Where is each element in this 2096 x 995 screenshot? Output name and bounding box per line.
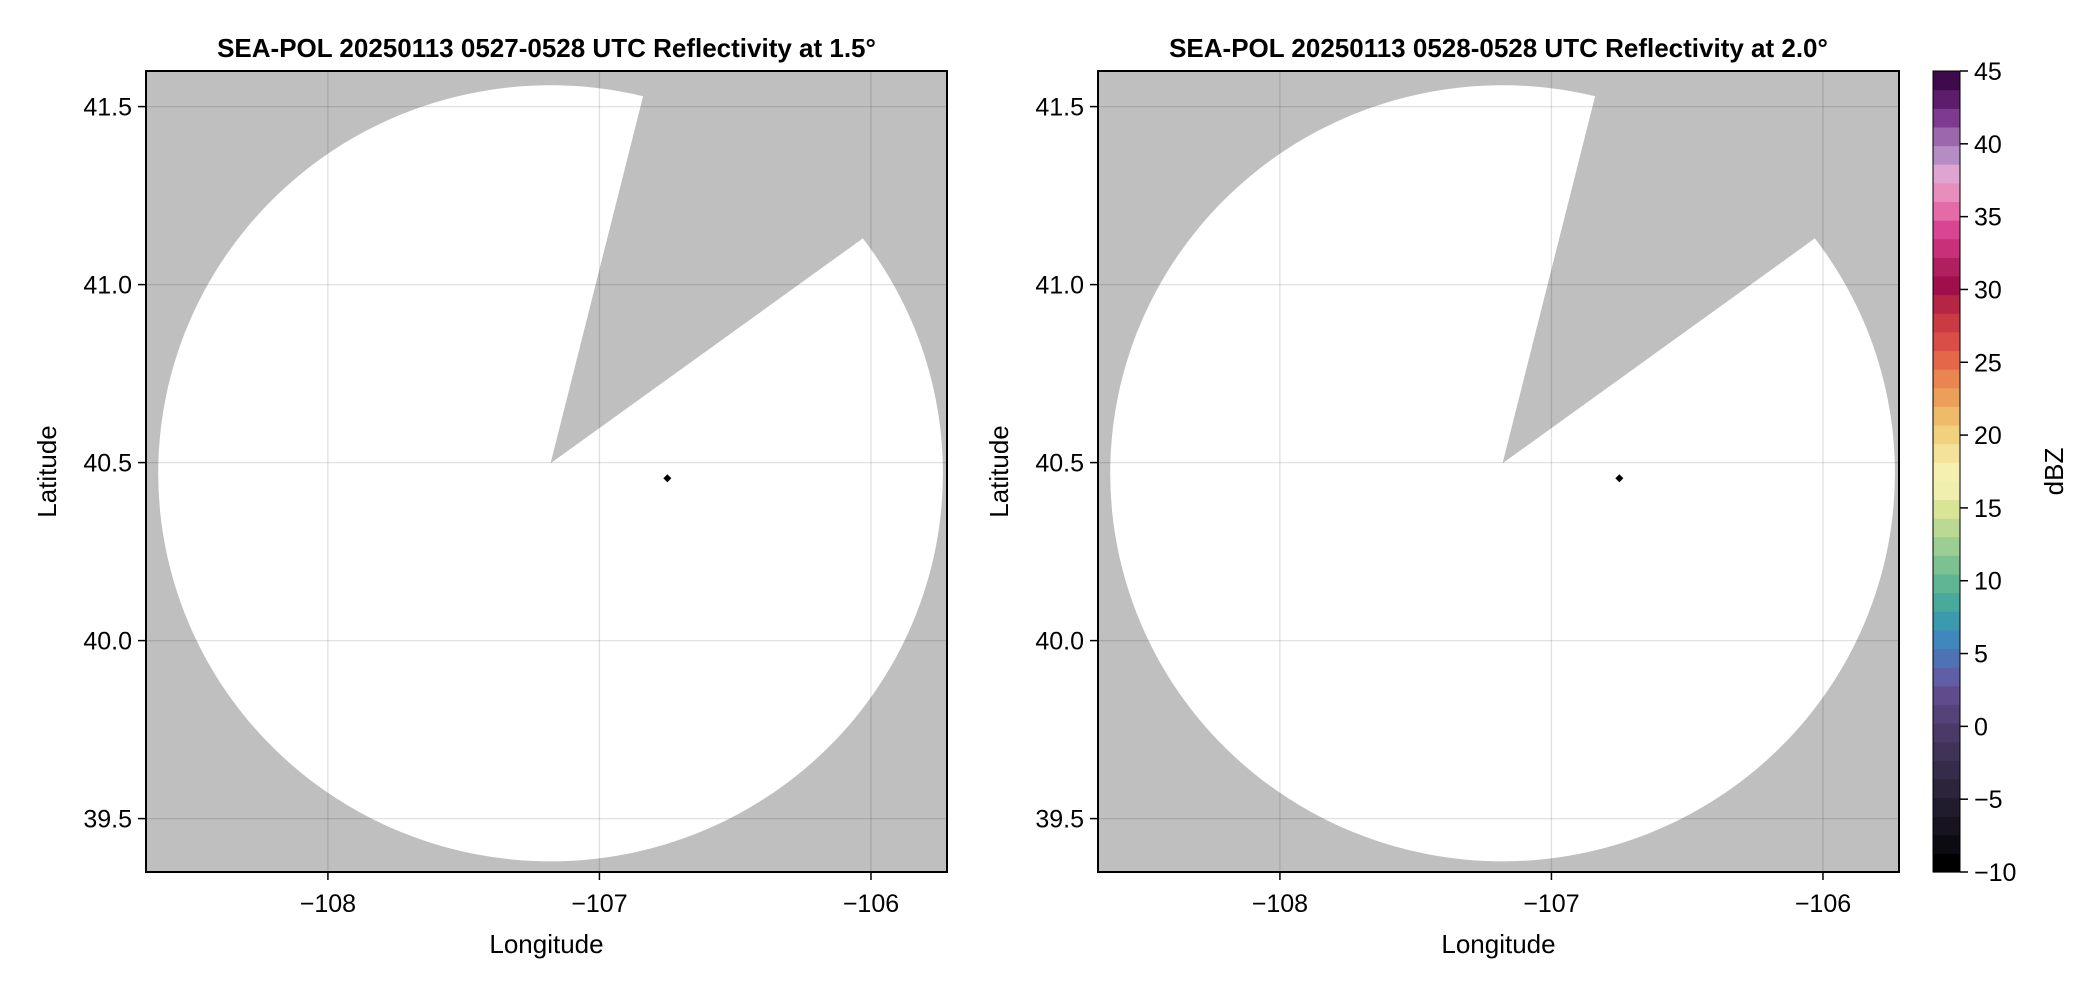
colorbar-segment [1933,238,1960,258]
colorbar-segment [1933,722,1960,743]
colorbar-segment [1933,592,1960,612]
colorbar-frame [1932,70,1961,873]
x-tick-label: −106 [843,890,899,918]
colorbar-segment [1933,555,1960,575]
y-tick-label: 40.5 [83,450,132,478]
colorbar-label: dBZ [2039,448,2069,496]
colorbar-tick-label: 10 [1974,568,2002,596]
x-tick-label: −107 [571,890,627,918]
y-tick-label: 41.5 [1035,94,1084,122]
x-axis-label: Longitude [489,929,603,959]
radar-location-marker [663,474,672,483]
colorbar-segment [1933,741,1960,761]
colorbar-segment [1933,387,1960,407]
colorbar-segment [1933,611,1960,631]
y-tick-label: 41.0 [1035,272,1084,300]
colorbar-segment [1933,257,1960,277]
colorbar-tick-label: 25 [1974,349,2002,377]
colorbar-segment [1933,313,1960,333]
colorbar-segment [1933,480,1960,501]
y-tick-label: 40.0 [83,628,132,656]
chart-title: SEA-POL 20250113 0528-0528 UTC Reflectiv… [1169,33,1828,63]
colorbar-segment [1933,834,1960,854]
colorbar-segment [1933,648,1960,668]
colorbar-segment [1933,126,1960,147]
colorbar-tick-label: 35 [1974,204,2002,232]
chart-title: SEA-POL 20250113 0527-0528 UTC Reflectiv… [217,33,876,63]
colorbar-segment [1933,201,1960,221]
colorbar-segment [1933,71,1960,91]
y-axis-label: Latitude [984,425,1014,518]
axes-frame [145,70,948,873]
map-panel-1: −108 −107 −106 39.5 40.0 40.5 41.0 41.5 SEA-POL … [32,33,948,959]
colorbar-segment [1933,294,1960,314]
colorbar-segment [1933,164,1960,184]
y-tick-label: 40.5 [1035,450,1084,478]
colorbar-tick-label: 45 [1974,58,2002,86]
y-tick-label: 41.5 [83,94,132,122]
colorbar-segment [1933,816,1960,836]
blocked-sector [1502,71,1899,464]
y-tick-label: 41.0 [83,272,132,300]
colorbar-tick-label: −10 [1974,859,2016,887]
colorbar-tick-label: −5 [1974,786,2003,814]
colorbar-tick-label: 15 [1974,495,2002,523]
colorbar-segment [1933,667,1960,687]
blocked-sector [550,71,947,464]
x-tick-label: −108 [300,890,356,918]
colorbar-segment [1933,331,1960,352]
colorbar-segment [1933,797,1960,817]
colorbar-segment [1933,369,1960,389]
x-axis-label: Longitude [1441,929,1555,959]
colorbar-tick-label: 40 [1974,131,2002,159]
colorbar-segment [1933,424,1960,445]
colorbar-segment [1933,89,1960,109]
colorbar-segment [1933,853,1960,873]
x-tick-label: −107 [1523,890,1579,918]
colorbar-segment [1933,145,1960,165]
colorbar-segment [1933,406,1960,426]
x-tick-label: −106 [1795,890,1851,918]
y-axis-label: Latitude [32,425,62,518]
colorbar-segment [1933,573,1960,594]
colorbar-segment [1933,443,1960,463]
y-tick-label: 39.5 [1035,806,1084,834]
colorbar-segment [1933,760,1960,780]
colorbar-segment [1933,182,1960,202]
colorbar-segment [1933,499,1960,519]
colorbar-segment [1933,778,1960,799]
colorbar-segment [1933,108,1960,128]
colorbar-tick-label: 5 [1974,641,1988,669]
map-panel-2: −108 −107 −106 39.5 40.0 40.5 41.0 41.5 SEA-POL … [984,33,1900,959]
colorbar-segment [1933,536,1960,556]
axes-frame [1097,70,1900,873]
radar-location-marker [1615,474,1624,483]
colorbar-segment [1933,350,1960,370]
colorbar-segment [1933,629,1960,650]
colorbar-segment [1933,462,1960,482]
x-tick-label: −108 [1252,890,1308,918]
colorbar-segment [1933,685,1960,705]
colorbar-segment [1933,220,1960,240]
colorbar-segment [1933,275,1960,296]
colorbar-segment [1933,518,1960,538]
colorbar-segment [1933,704,1960,724]
colorbar-tick-label: 20 [1974,422,2002,450]
colorbar-tick-label: 0 [1974,713,1988,741]
colorbar-tick-label: 30 [1974,276,2002,304]
y-tick-label: 40.0 [1035,628,1084,656]
y-tick-label: 39.5 [83,806,132,834]
colorbar: −10 −5 0 5 10 15 20 25 30 35 40 45 dBZ [1932,58,2069,887]
